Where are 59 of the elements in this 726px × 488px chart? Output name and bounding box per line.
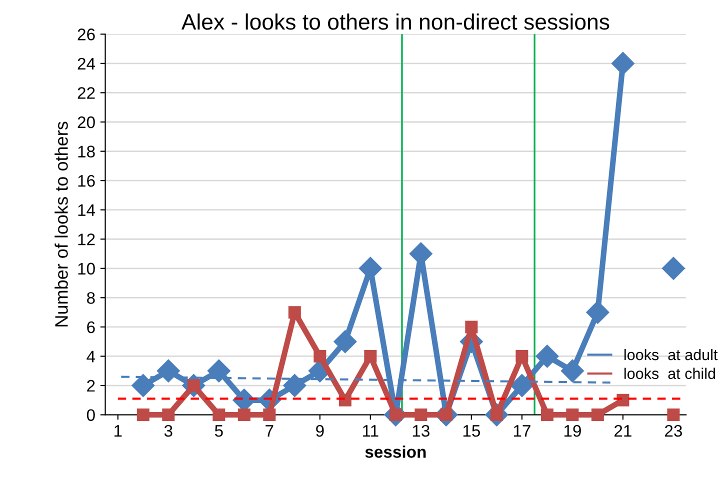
point bbox=[540, 408, 554, 422]
y-tick-label: 12 bbox=[78, 234, 95, 246]
y-tick-label: 10 bbox=[78, 262, 95, 275]
point bbox=[667, 408, 680, 422]
y-tick-label: 20 bbox=[78, 116, 95, 128]
point bbox=[566, 408, 579, 422]
point bbox=[156, 359, 180, 382]
point bbox=[516, 350, 528, 362]
point bbox=[364, 350, 377, 362]
point bbox=[586, 300, 610, 324]
y-tick-label: 6 bbox=[87, 321, 95, 334]
point bbox=[465, 320, 478, 334]
y-tick-label: 26 bbox=[78, 28, 95, 40]
x-tick-label: 5 bbox=[214, 425, 223, 437]
y-tick-label: 0 bbox=[86, 409, 95, 422]
point bbox=[334, 330, 357, 354]
point bbox=[263, 408, 276, 422]
y-tick-label: 2 bbox=[87, 380, 95, 392]
y-tick-label: 22 bbox=[78, 87, 95, 99]
y-tick-label: 14 bbox=[78, 204, 96, 216]
x-tick-label: 17 bbox=[514, 425, 530, 437]
point bbox=[560, 359, 584, 382]
point bbox=[207, 359, 230, 382]
point bbox=[288, 306, 301, 319]
y-tick-label: 16 bbox=[78, 174, 95, 187]
legend-label: looks at adult bbox=[624, 348, 718, 360]
x-axis-title: session bbox=[365, 446, 426, 458]
point bbox=[132, 374, 155, 398]
x-tick-label: 9 bbox=[316, 424, 324, 437]
x-tick-label: 1 bbox=[114, 425, 122, 437]
y-tick-label: 24 bbox=[78, 58, 96, 70]
point bbox=[136, 408, 150, 422]
point bbox=[238, 408, 250, 422]
x-tick-label: 11 bbox=[363, 425, 378, 437]
y-axis-title: Number of looks to others bbox=[54, 122, 68, 326]
y-tick-label: 18 bbox=[78, 146, 95, 158]
point bbox=[591, 408, 604, 422]
point bbox=[338, 394, 352, 406]
x-tick-label: 13 bbox=[412, 424, 430, 437]
x-tick-label: 21 bbox=[614, 424, 632, 437]
x-tick-label: 3 bbox=[164, 424, 172, 437]
x-tick-label: 23 bbox=[665, 424, 682, 437]
point bbox=[662, 256, 685, 280]
x-tick-label: 7 bbox=[266, 425, 274, 437]
x-tick-label: 19 bbox=[564, 424, 581, 437]
point bbox=[616, 394, 630, 406]
legend-label: looks at child bbox=[624, 368, 716, 380]
point bbox=[212, 408, 226, 422]
point bbox=[414, 408, 428, 422]
chart-title: Alex - looks to others in non-direct sessions bbox=[181, 13, 610, 30]
point bbox=[510, 374, 534, 398]
point bbox=[162, 408, 175, 422]
point bbox=[283, 374, 306, 398]
x-tick-label: 15 bbox=[463, 425, 480, 437]
y-tick-label: 4 bbox=[86, 350, 96, 362]
y-tick-label: 8 bbox=[87, 292, 95, 304]
point bbox=[611, 52, 634, 75]
point bbox=[314, 350, 326, 362]
point bbox=[536, 344, 559, 368]
